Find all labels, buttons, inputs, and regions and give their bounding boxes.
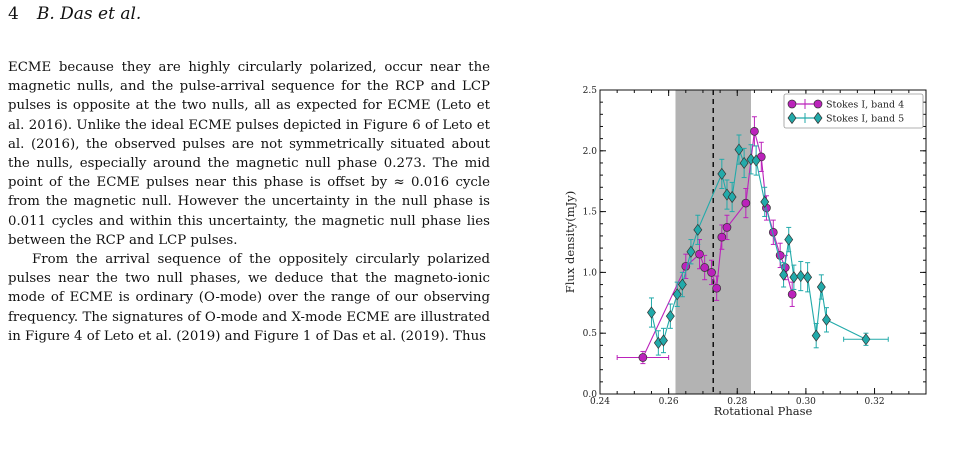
data-point bbox=[816, 280, 826, 294]
data-point bbox=[672, 288, 682, 301]
data-point bbox=[707, 268, 716, 277]
x-axis-label: Rotational Phase bbox=[714, 404, 813, 418]
page-number: 4 bbox=[8, 4, 19, 24]
data-point bbox=[677, 278, 687, 291]
y-tick-label: 1.5 bbox=[583, 208, 598, 218]
x-tick-label: 0.24 bbox=[590, 397, 610, 407]
y-tick-label: 2.0 bbox=[583, 147, 598, 157]
data-point bbox=[779, 268, 789, 281]
data-point bbox=[796, 269, 806, 283]
series-line bbox=[642, 131, 793, 358]
data-point bbox=[722, 223, 732, 232]
data-point bbox=[751, 154, 761, 167]
data-point bbox=[811, 329, 821, 342]
x-tick-label: 0.30 bbox=[796, 397, 816, 407]
data-point bbox=[665, 310, 675, 323]
paragraph-2: From the arrival sequence of the opposit… bbox=[8, 252, 490, 344]
data-point bbox=[741, 198, 751, 208]
flux-density-figure: 0.24 0.26 0.28 0.30 0.32 0.0 0.5 1.0 1.5 2.0 2.5 Ro… bbox=[548, 78, 950, 428]
series-2 bbox=[647, 134, 889, 356]
paragraph-1: ECME because they are highly circularly … bbox=[8, 60, 490, 248]
body-text-column: ECME because they are highly circularly … bbox=[8, 58, 490, 346]
data-point bbox=[789, 271, 799, 284]
page-header: 4 B. Das et al. bbox=[8, 4, 141, 24]
data-point bbox=[750, 126, 759, 136]
data-point bbox=[695, 249, 704, 259]
data-point bbox=[803, 271, 813, 284]
data-point bbox=[700, 263, 710, 272]
data-point bbox=[784, 233, 794, 246]
legend-marker bbox=[787, 99, 797, 109]
flux-density-chart: 0.24 0.26 0.28 0.30 0.32 0.0 0.5 1.0 1.5 2.0 2.5 Ro… bbox=[563, 86, 927, 418]
data-point bbox=[822, 313, 831, 326]
legend: Stokes I, band 4 Stokes I, band 5 bbox=[783, 93, 924, 129]
legend-marker bbox=[787, 111, 797, 125]
legend-label: Stokes I, band 5 bbox=[826, 114, 904, 125]
data-point bbox=[686, 245, 696, 258]
data-point bbox=[717, 167, 727, 180]
data-point bbox=[693, 223, 703, 236]
plot-frame bbox=[599, 89, 927, 395]
data-point bbox=[760, 195, 770, 208]
data-point bbox=[861, 333, 871, 346]
running-authors: B. Das et al. bbox=[36, 4, 142, 24]
legend-marker bbox=[813, 99, 823, 109]
data-point bbox=[739, 156, 749, 170]
data-point bbox=[717, 232, 727, 242]
data-point bbox=[734, 143, 744, 156]
data-point bbox=[659, 334, 668, 347]
y-tick-label: 2.5 bbox=[583, 86, 598, 96]
y-tick-label: 1.0 bbox=[583, 268, 598, 278]
data-point bbox=[787, 289, 797, 299]
legend-marker bbox=[813, 111, 823, 125]
data-point bbox=[727, 190, 737, 204]
legend-label: Stokes I, band 4 bbox=[826, 100, 904, 111]
y-tick-label: 0.0 bbox=[583, 390, 598, 400]
x-tick-label: 0.28 bbox=[727, 397, 747, 407]
x-tick-label: 0.32 bbox=[865, 397, 885, 407]
y-tick-label: 0.5 bbox=[583, 329, 598, 339]
data-point bbox=[647, 306, 656, 319]
x-tick-label: 0.26 bbox=[659, 397, 679, 407]
data-point bbox=[712, 283, 722, 293]
y-axis-label: Flux density(mJy) bbox=[563, 191, 577, 293]
data-point bbox=[638, 353, 648, 362]
